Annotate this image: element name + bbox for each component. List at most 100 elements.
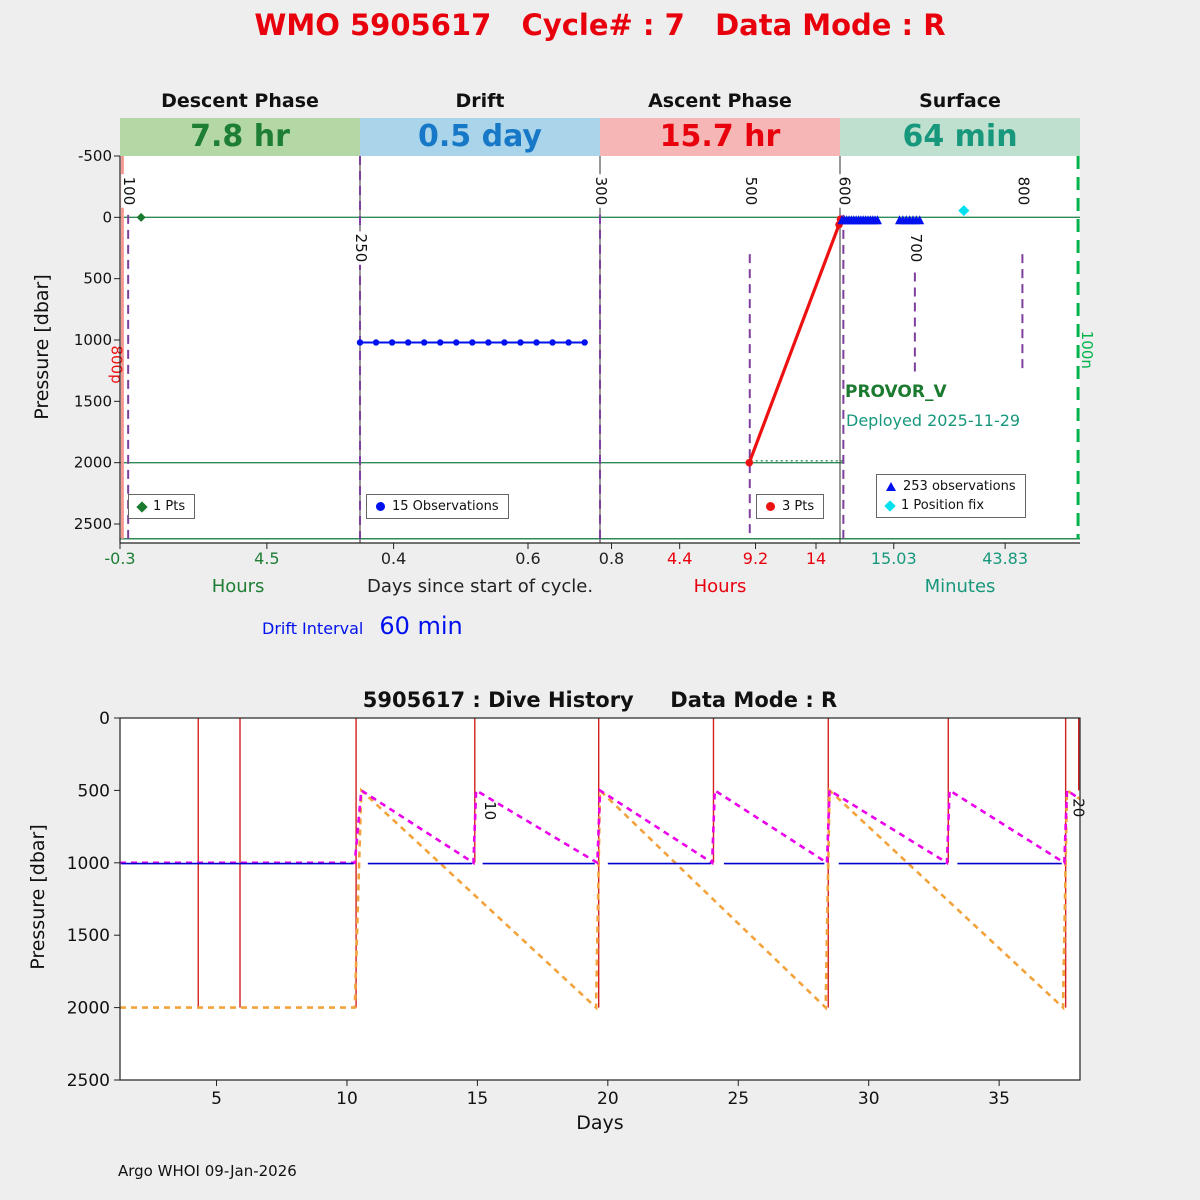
phase-title-drift: Drift (455, 90, 505, 112)
legend-position-fix-row: 1 Position fix (884, 498, 985, 513)
y-tick-label: 2000 (74, 454, 112, 472)
ascent-point (745, 458, 754, 467)
vline-label-800p: 800p (107, 345, 125, 383)
legend-drift-label: 15 Observations (392, 499, 499, 514)
legend-surface: 253 observations 1 Position fix (876, 474, 1026, 518)
bottom-plot-bg (120, 718, 1080, 1080)
vline-label-700: 700 (907, 231, 925, 265)
vline-label-600: 600 (835, 174, 854, 208)
vline-label-100n: 100n (1078, 331, 1096, 369)
position-fix-diamond (958, 205, 970, 217)
drift-interval-value: 60 min (379, 612, 463, 640)
surface-observation-triangle (872, 215, 882, 225)
drift-observation-point (453, 339, 460, 346)
x-tick-label: 0.6 (515, 549, 540, 568)
legend-drift: 15 Observations (366, 494, 509, 519)
drift-observation-point (485, 339, 492, 346)
x-tick-label: 15.03 (871, 549, 917, 568)
legend-ascent-label: 3 Pts (782, 499, 815, 514)
legend-position-fix-label: 1 Position fix (901, 498, 985, 513)
x-tick-label: 14 (806, 549, 826, 568)
legend-surface-observations-label: 253 observations (903, 479, 1016, 494)
vline-label-text: 600 (835, 177, 853, 206)
cycle-number-label: 10 (481, 801, 499, 820)
phase-band-descent: 7.8 hr (120, 118, 360, 156)
drift-interval: Drift Interval 60 min (262, 612, 463, 640)
vline-label-text: 100n (1078, 331, 1096, 369)
vline-label-800: 800 (1014, 174, 1033, 208)
vline-label-text: 100 (120, 177, 138, 206)
vline-label-text: 700 (907, 234, 925, 263)
green-diamond-marker-icon (136, 500, 148, 513)
drift-observation-point (565, 339, 572, 346)
vline-label-text: 300 (592, 177, 610, 206)
vline-label-text: 800p (107, 345, 125, 383)
vline-label-bg (742, 174, 760, 208)
profile-pressure-series (120, 787, 1081, 1011)
phase-title-descent: Descent Phase (161, 90, 319, 112)
drift-observation-point (372, 339, 380, 346)
x-tick-label: 25 (727, 1089, 749, 1109)
x-tick-label: 0.4 (381, 549, 406, 568)
x-tick-label: 10 (336, 1089, 358, 1109)
y-tick-label: 1000 (67, 854, 110, 874)
phase-band-surface: 64 min (840, 118, 1080, 156)
x-tick-label: 43.83 (982, 549, 1028, 568)
cyan-diamond-marker-icon (884, 499, 896, 512)
vline-label-text: 250 (352, 234, 370, 263)
y-tick-label: 500 (83, 270, 112, 288)
vline-label-500: 500 (742, 174, 760, 208)
phase-title-surface: Surface (919, 90, 1001, 112)
y-tick-label: 1500 (74, 392, 112, 410)
drift-observation-point (549, 339, 556, 346)
legend-descent-label: 1 Pts (153, 499, 186, 514)
pressure-axis-label-top: Pressure [dbar] (31, 274, 53, 420)
days-axis-label: Days (576, 1112, 624, 1134)
x-tick-label: 20 (597, 1089, 619, 1109)
y-tick-label: 2500 (67, 1071, 110, 1091)
float-model-label: PROVOR_V (845, 382, 947, 402)
axis-unit-label: Hours (212, 576, 265, 597)
descent-point (136, 212, 146, 222)
dive-history-title: 5905617 : Dive History Data Mode : R (362, 688, 838, 712)
vline-label-100: 100 (120, 174, 139, 208)
drift-observation-point (581, 339, 588, 346)
vline-label-bg (353, 231, 370, 265)
x-tick-label: 5 (211, 1089, 222, 1109)
legend-surface-observations-row: 253 observations (886, 479, 1016, 494)
phase-title-ascent: Ascent Phase (648, 90, 792, 112)
phase-band-drift: 0.5 day (360, 118, 600, 156)
drift-observation-point (469, 339, 476, 346)
y-tick-label: 0 (99, 709, 110, 729)
vline-label-bg (593, 174, 610, 208)
axis-unit-label: Days since start of cycle. (367, 576, 593, 597)
surface-observation-triangle (915, 215, 925, 225)
drift-observation-point (388, 339, 396, 346)
x-tick-label: -0.3 (104, 549, 135, 568)
axis-unit-label: Minutes (925, 576, 996, 597)
vline-label-bg (1015, 174, 1033, 208)
vline-label-text: 800 (1014, 177, 1032, 206)
vline-label-250: 250 (352, 231, 370, 265)
y-tick-label: 0 (102, 208, 112, 226)
drift-observation-point (517, 339, 524, 346)
vline-label-300: 300 (592, 174, 610, 208)
drift-observation-point (501, 339, 508, 346)
vline-label-bg (907, 231, 925, 265)
deployed-date-label: Deployed 2025-11-29 (846, 411, 1021, 430)
y-tick-label: 1000 (74, 331, 112, 349)
drift-observation-point (437, 339, 444, 346)
drift-interval-label: Drift Interval (262, 619, 364, 638)
drift-observation-point (404, 339, 412, 346)
vline-label-bg (836, 174, 854, 208)
red-circle-marker-icon (766, 502, 775, 511)
phase-band-ascent: 15.7 hr (600, 118, 840, 156)
x-tick-label: 0.8 (599, 549, 624, 568)
blue-triangle-marker-icon (886, 482, 896, 491)
vline-label-bg (121, 174, 139, 208)
x-tick-label: 9.2 (743, 549, 768, 568)
cycle-number-label: 20 (1069, 798, 1087, 817)
x-tick-label: 15 (467, 1089, 489, 1109)
figure-title: WMO 5905617 Cycle# : 7 Data Mode : R (254, 8, 946, 42)
